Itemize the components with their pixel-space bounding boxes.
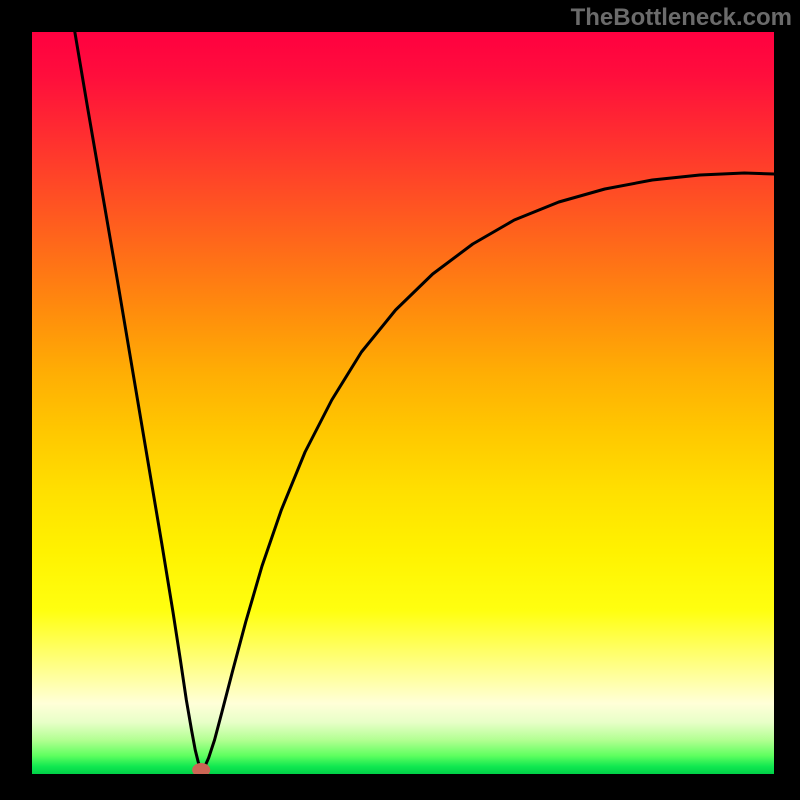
watermark-text: TheBottleneck.com — [571, 4, 792, 32]
bottleneck-chart — [0, 0, 800, 800]
frame-left — [0, 0, 32, 800]
frame-right — [774, 0, 800, 800]
frame-bottom — [0, 774, 800, 800]
gradient-background — [32, 32, 774, 774]
